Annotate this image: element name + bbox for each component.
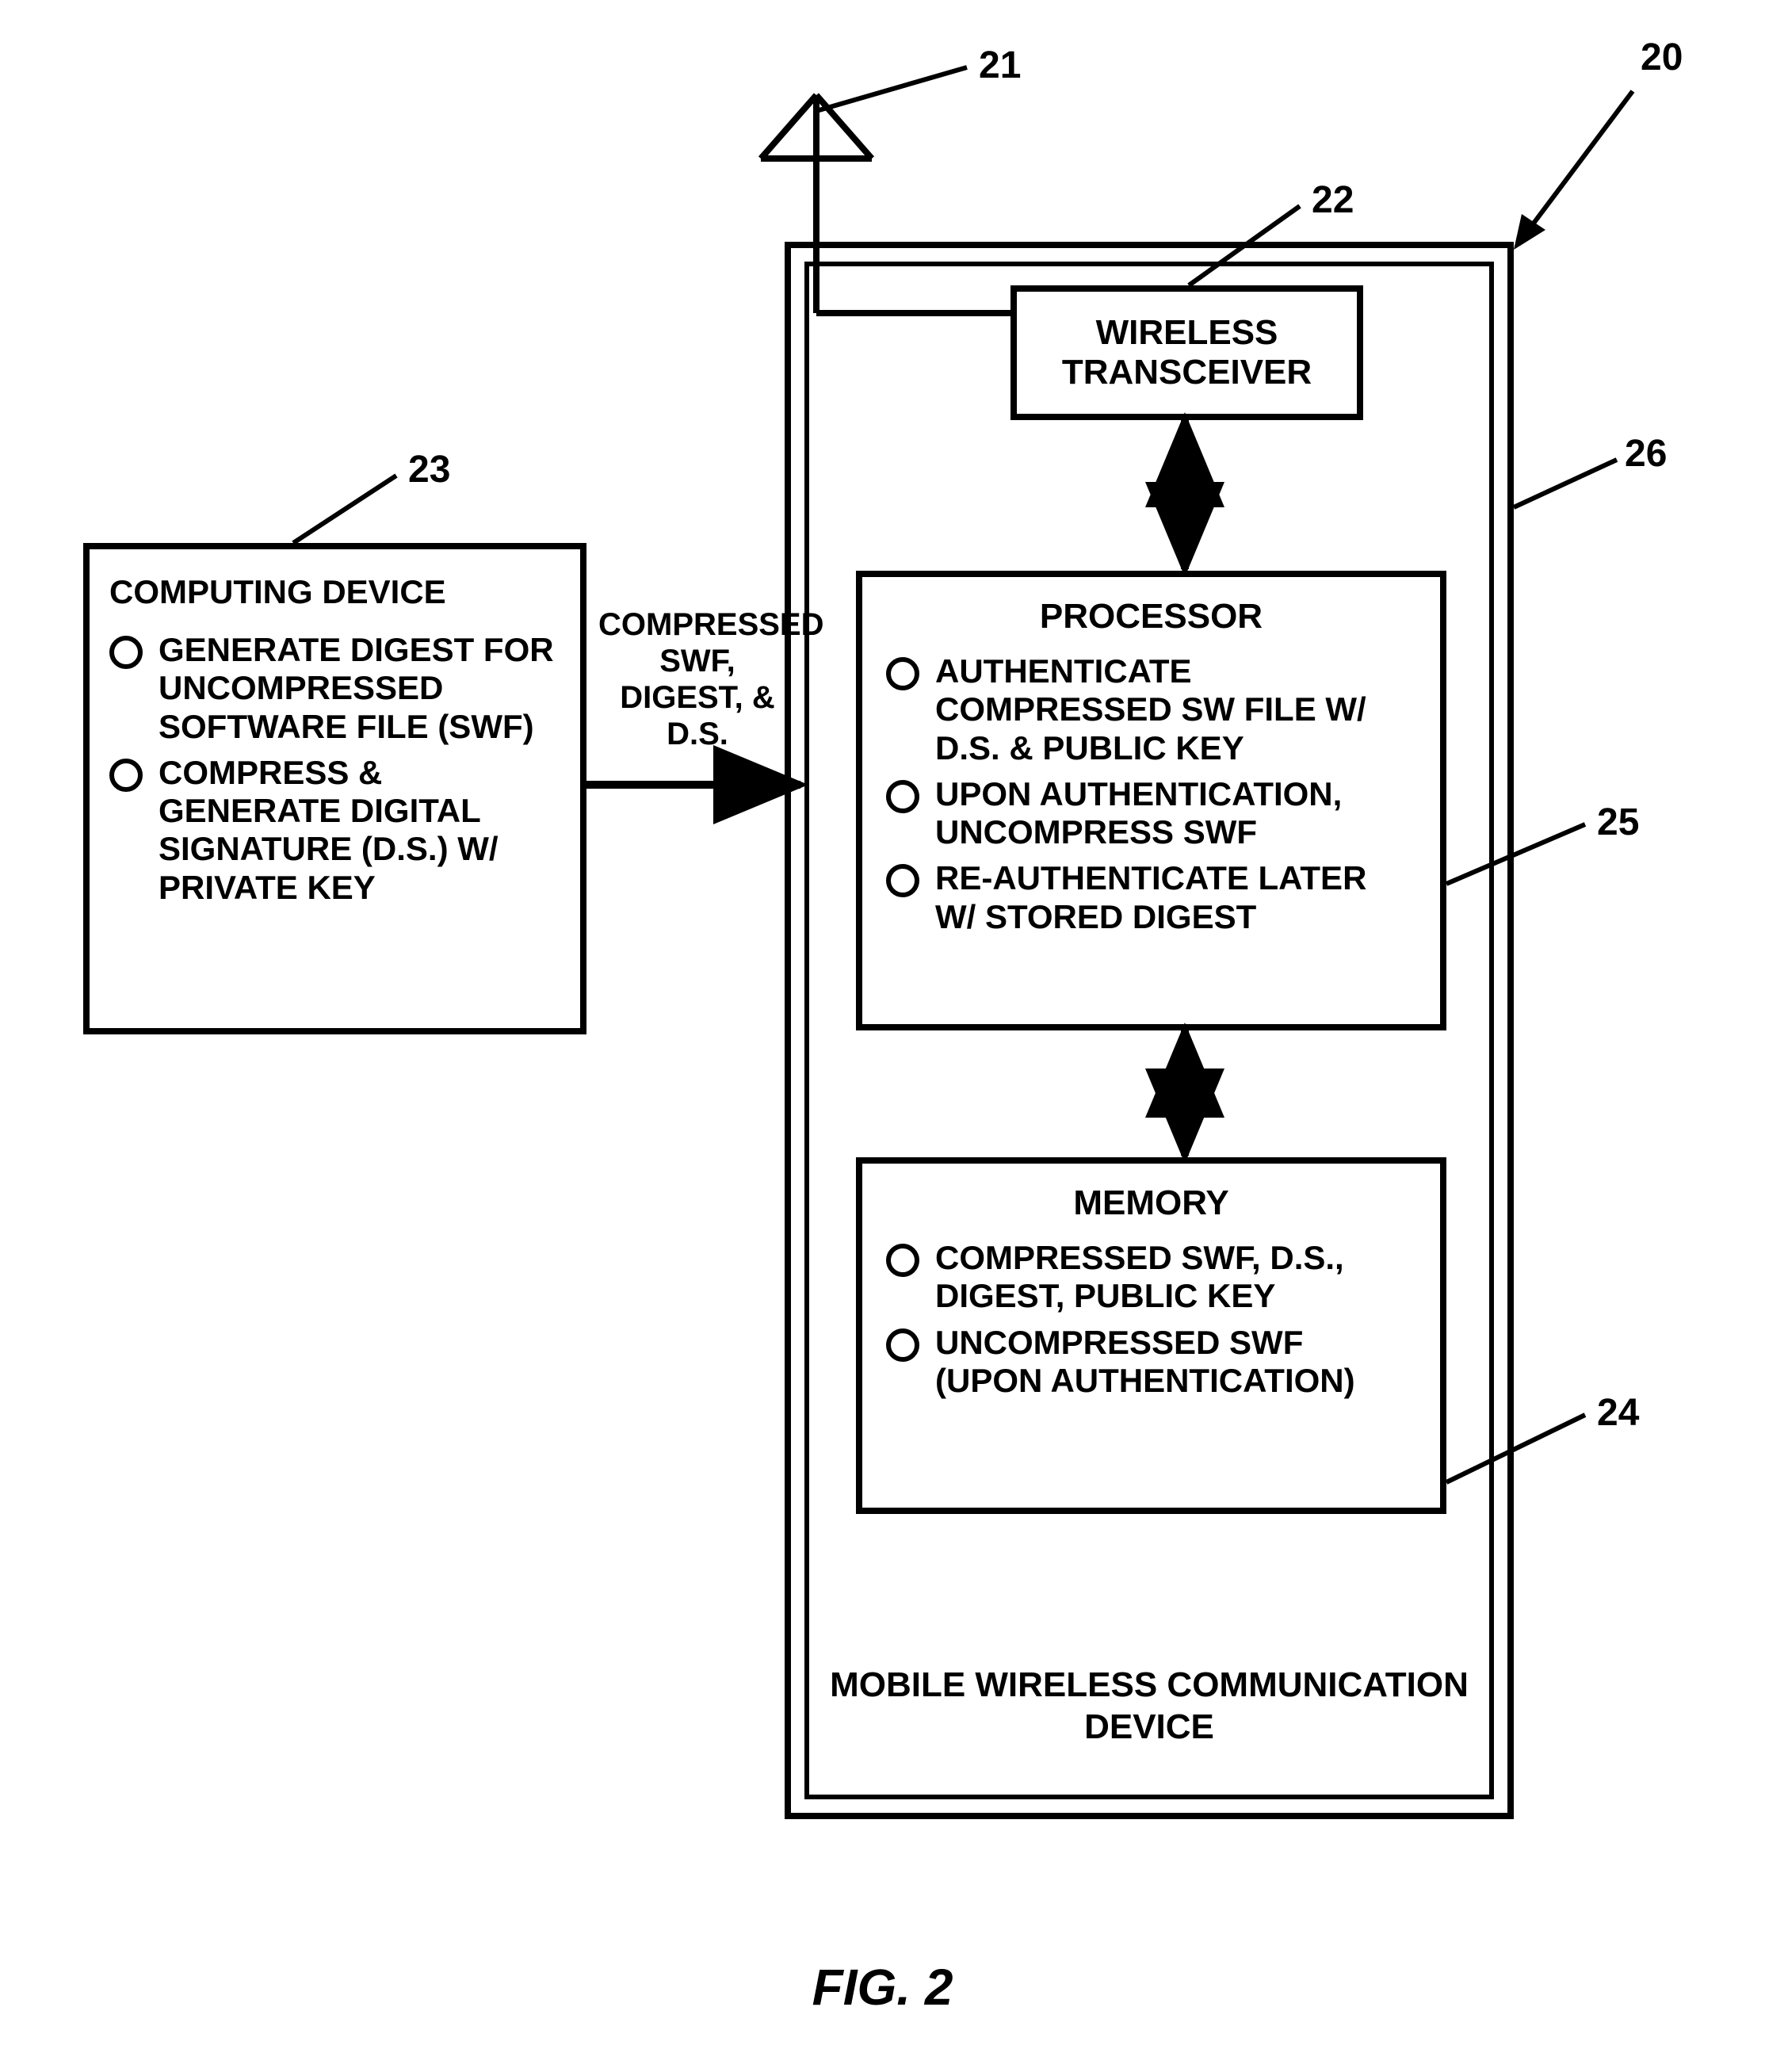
computing-device-title: COMPUTING DEVICE	[109, 573, 560, 611]
bullet-text: RE-AUTHENTICATE LATER W/ STORED DIGEST	[935, 859, 1416, 936]
diagram-canvas: WIRELESS TRANSCEIVER PROCESSOR AUTHENTIC…	[0, 0, 1765, 2072]
bullet-item: GENERATE DIGEST FOR UNCOMPRESSED SOFTWAR…	[109, 631, 560, 746]
processor-box: PROCESSOR AUTHENTICATE COMPRESSED SW FIL…	[856, 571, 1446, 1030]
bullet-text: GENERATE DIGEST FOR UNCOMPRESSED SOFTWAR…	[159, 631, 560, 746]
computing-device-box: COMPUTING DEVICE GENERATE DIGEST FOR UNC…	[83, 543, 586, 1034]
bullet-icon	[886, 780, 919, 813]
ref-25: 25	[1597, 801, 1639, 844]
bullet-item: UPON AUTHENTICATION, UNCOMPRESS SWF	[886, 775, 1416, 852]
memory-box: MEMORY COMPRESSED SWF, D.S., DIGEST, PUB…	[856, 1157, 1446, 1514]
processor-bullets: AUTHENTICATE COMPRESSED SW FILE W/ D.S. …	[886, 652, 1416, 936]
computing-bullets: GENERATE DIGEST FOR UNCOMPRESSED SOFTWAR…	[109, 631, 560, 907]
ref-22: 22	[1312, 178, 1354, 222]
bullet-text: UPON AUTHENTICATION, UNCOMPRESS SWF	[935, 775, 1416, 852]
figure-caption: FIG. 2	[812, 1958, 953, 2017]
bullet-text: COMPRESS & GENERATE DIGITAL SIGNATURE (D…	[159, 754, 560, 907]
leader-20	[1514, 91, 1633, 250]
ref-20: 20	[1641, 36, 1683, 79]
memory-title: MEMORY	[886, 1183, 1416, 1223]
bullet-icon	[109, 759, 143, 792]
bullet-item: UNCOMPRESSED SWF (UPON AUTHENTICATION)	[886, 1324, 1416, 1401]
transceiver-box: WIRELESS TRANSCEIVER	[1010, 285, 1363, 420]
bullet-item: AUTHENTICATE COMPRESSED SW FILE W/ D.S. …	[886, 652, 1416, 767]
mobile-device-inner	[804, 262, 1494, 1799]
bullet-icon	[886, 1328, 919, 1362]
bullet-icon	[109, 636, 143, 669]
bullet-icon	[886, 657, 919, 690]
transceiver-title: WIRELESS TRANSCEIVER	[1017, 313, 1357, 392]
bullet-text: COMPRESSED SWF, D.S., DIGEST, PUBLIC KEY	[935, 1239, 1416, 1316]
bullet-text: UNCOMPRESSED SWF (UPON AUTHENTICATION)	[935, 1324, 1416, 1401]
leader-21	[816, 67, 967, 111]
ref-23: 23	[408, 448, 450, 491]
ref-26: 26	[1625, 432, 1667, 476]
mobile-device-title: MOBILE WIRELESS COMMUNICATION DEVICE	[804, 1665, 1494, 1749]
bullet-text: AUTHENTICATE COMPRESSED SW FILE W/ D.S. …	[935, 652, 1416, 767]
bullet-item: RE-AUTHENTICATE LATER W/ STORED DIGEST	[886, 859, 1416, 936]
memory-bullets: COMPRESSED SWF, D.S., DIGEST, PUBLIC KEY…	[886, 1239, 1416, 1400]
arrow-label: COMPRESSED SWF, DIGEST, & D.S.	[598, 606, 797, 752]
bullet-item: COMPRESS & GENERATE DIGITAL SIGNATURE (D…	[109, 754, 560, 907]
processor-title: PROCESSOR	[886, 597, 1416, 637]
bullet-icon	[886, 864, 919, 897]
leader-23	[293, 476, 396, 543]
leader-26	[1514, 460, 1617, 507]
ref-24: 24	[1597, 1391, 1639, 1435]
ref-21: 21	[979, 44, 1021, 87]
bullet-icon	[886, 1244, 919, 1277]
bullet-item: COMPRESSED SWF, D.S., DIGEST, PUBLIC KEY	[886, 1239, 1416, 1316]
